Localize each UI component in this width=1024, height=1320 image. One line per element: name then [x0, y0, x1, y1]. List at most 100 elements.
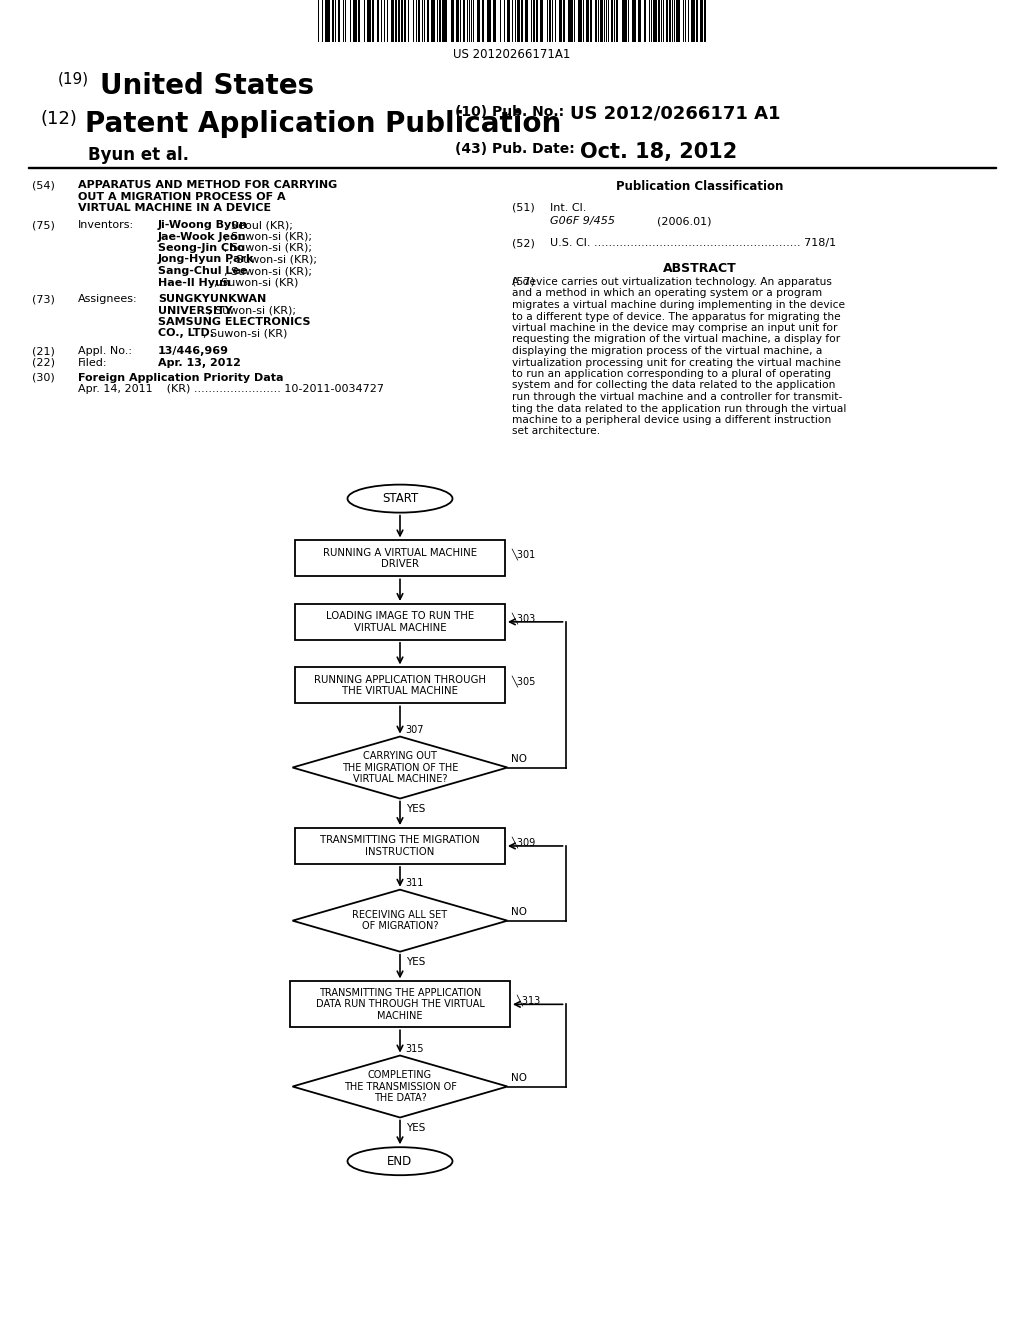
Text: VIRTUAL MACHINE IN A DEVICE: VIRTUAL MACHINE IN A DEVICE [78, 203, 271, 213]
Bar [513, 0, 515, 42]
Text: START: START [382, 492, 418, 506]
Text: ting the data related to the application run through the virtual: ting the data related to the application… [512, 404, 847, 413]
Bar [454, 0, 456, 42]
Bar [398, 0, 400, 42]
Text: Jong-Hyun Park: Jong-Hyun Park [158, 255, 254, 264]
Bar [439, 0, 441, 42]
Bar [338, 0, 340, 42]
Bar [592, 0, 595, 42]
Bar [538, 0, 540, 42]
Bar [696, 0, 698, 42]
Text: U.S. Cl. ......................................................... 718/1: U.S. Cl. ...............................… [550, 238, 837, 248]
Bar [676, 0, 680, 42]
Bar [377, 0, 379, 42]
Text: (51): (51) [512, 203, 535, 213]
Bar [536, 0, 538, 42]
Bar [429, 0, 431, 42]
Text: (22): (22) [32, 358, 55, 367]
Bar [484, 0, 487, 42]
Text: system and for collecting the data related to the application: system and for collecting the data relat… [512, 380, 836, 391]
Bar [636, 0, 638, 42]
Bar [496, 0, 500, 42]
Bar [447, 0, 451, 42]
Text: Oct. 18, 2012: Oct. 18, 2012 [580, 143, 737, 162]
Text: ╲313: ╲313 [516, 994, 541, 1006]
Bar [418, 0, 420, 42]
Bar [463, 0, 465, 42]
Bar [451, 0, 454, 42]
Text: to run an application corresponding to a plural of operating: to run an application corresponding to a… [512, 370, 831, 379]
Text: Publication Classification: Publication Classification [616, 180, 783, 193]
Text: TRANSMITTING THE APPLICATION
DATA RUN THROUGH THE VIRTUAL
MACHINE: TRANSMITTING THE APPLICATION DATA RUN TH… [315, 987, 484, 1020]
Bar [501, 0, 504, 42]
Bar [549, 0, 551, 42]
Bar [490, 0, 493, 42]
Text: ╲305: ╲305 [511, 676, 536, 688]
Bar [618, 0, 622, 42]
Bar [382, 0, 384, 42]
Bar [669, 0, 671, 42]
Bar [559, 0, 562, 42]
Text: US 20120266171A1: US 20120266171A1 [454, 48, 570, 61]
Text: TRANSMITTING THE MIGRATION
INSTRUCTION: TRANSMITTING THE MIGRATION INSTRUCTION [321, 836, 480, 857]
Bar [658, 0, 660, 42]
Bar [319, 0, 322, 42]
Text: RUNNING A VIRTUAL MACHINE
DRIVER: RUNNING A VIRTUAL MACHINE DRIVER [323, 548, 477, 569]
Text: Seong-Jin Cho, Suwon-si (KR);: Seong-Jin Cho, Suwon-si (KR); [158, 243, 325, 253]
Bar [646, 0, 649, 42]
Text: Byun et al.: Byun et al. [88, 147, 189, 164]
Bar [609, 0, 611, 42]
Bar [295, 540, 505, 577]
Bar [388, 0, 391, 42]
Bar [534, 0, 535, 42]
Text: NO: NO [512, 1073, 527, 1082]
Bar [510, 0, 512, 42]
Text: , Suwon-si (KR);: , Suwon-si (KR); [223, 231, 311, 242]
Bar [521, 0, 523, 42]
Text: , Suwon-si (KR);: , Suwon-si (KR); [223, 243, 311, 253]
Bar [505, 0, 507, 42]
Bar [686, 0, 688, 42]
Bar [525, 0, 528, 42]
Text: Jong-Hyun Park, Suwon-si (KR);: Jong-Hyun Park, Suwon-si (KR); [158, 255, 331, 264]
Bar [487, 0, 490, 42]
Bar [691, 0, 695, 42]
Text: (73): (73) [32, 294, 55, 304]
Bar [425, 0, 427, 42]
Bar [706, 0, 710, 42]
Text: ABSTRACT: ABSTRACT [664, 261, 737, 275]
Text: (21): (21) [32, 346, 55, 356]
Text: UNIVERSITY: UNIVERSITY [158, 305, 232, 315]
Bar [28, 166, 996, 168]
Bar [385, 0, 387, 42]
Text: Jae-Wook Jeon, Suwon-si (KR);: Jae-Wook Jeon, Suwon-si (KR); [158, 231, 325, 242]
Bar [435, 0, 437, 42]
Text: (57): (57) [512, 277, 535, 286]
Text: Hae-Il Hyun: Hae-Il Hyun [158, 277, 230, 288]
Text: ╲301: ╲301 [511, 549, 536, 560]
Bar [365, 0, 367, 42]
Text: requesting the migration of the virtual machine, a display for: requesting the migration of the virtual … [512, 334, 841, 345]
Text: Sang-Chul Lee: Sang-Chul Lee [158, 267, 248, 276]
Bar [507, 0, 510, 42]
Bar [395, 0, 397, 42]
Bar [406, 0, 408, 42]
Bar [568, 0, 573, 42]
Bar [374, 0, 377, 42]
Text: 315: 315 [406, 1044, 424, 1053]
Text: , Suwon-si (KR): , Suwon-si (KR) [204, 329, 288, 338]
Bar [431, 0, 435, 42]
Polygon shape [293, 890, 508, 952]
Bar [409, 0, 413, 42]
Bar [680, 0, 683, 42]
Bar [295, 828, 505, 865]
Text: (43) Pub. Date:: (43) Pub. Date: [455, 143, 574, 156]
Bar [528, 0, 531, 42]
Text: COMPLETING
THE TRANSMISSION OF
THE DATA?: COMPLETING THE TRANSMISSION OF THE DATA? [344, 1071, 457, 1104]
Text: Foreign Application Priority Data: Foreign Application Priority Data [78, 374, 284, 383]
Text: set architecture.: set architecture. [512, 426, 600, 437]
Text: virtual machine in the device may comprise an input unit for: virtual machine in the device may compri… [512, 323, 838, 333]
Bar [332, 0, 334, 42]
Text: LOADING IMAGE TO RUN THE
VIRTUAL MACHINE: LOADING IMAGE TO RUN THE VIRTUAL MACHINE [326, 611, 474, 632]
Text: (2006.01): (2006.01) [657, 216, 712, 226]
